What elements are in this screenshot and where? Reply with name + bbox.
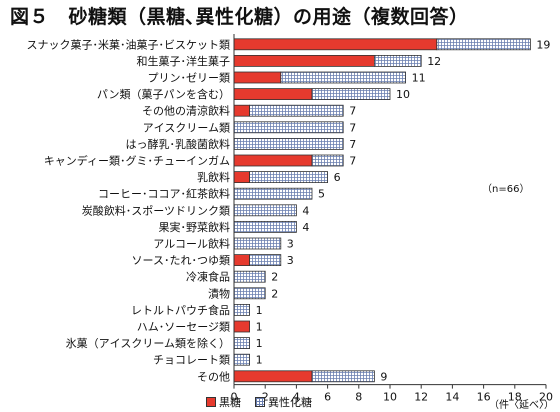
total-value-label: 7	[349, 155, 356, 168]
bar-isomerized-sugar	[233, 187, 313, 200]
bar-black-sugar	[233, 88, 313, 100]
bar-isomerized-sugar	[249, 104, 344, 117]
bar-black-sugar	[233, 55, 375, 67]
category-label: レトルトパウチ食品	[131, 303, 230, 317]
legend-label-black-sugar: 黒糖	[219, 396, 241, 409]
bar-black-sugar	[233, 38, 438, 51]
bar-black-sugar	[233, 154, 313, 167]
legend-swatch-isomerized	[255, 397, 265, 407]
total-value-label: 3	[287, 238, 294, 251]
legend-item-black-sugar: 黒糖	[206, 394, 241, 410]
chart-title: 図５ 砂糖類（黒糖､異性化糖）の用途（複数回答）	[10, 6, 469, 28]
category-label: コーヒー･ココア･紅茶飲料	[98, 187, 230, 201]
category-label: 冷凍食品	[186, 270, 230, 284]
bar-isomerized-sugar	[233, 287, 266, 300]
bar-isomerized-sugar	[311, 370, 375, 383]
category-label: パン類（菓子パンを含む）	[97, 87, 230, 101]
total-value-label: 7	[349, 138, 356, 151]
bar-isomerized-sugar	[311, 154, 344, 167]
bar-isomerized-sugar	[233, 337, 250, 350]
bar-isomerized-sugar	[233, 353, 250, 366]
x-tick-label: 8	[355, 391, 362, 404]
bar-black-sugar	[233, 104, 250, 117]
total-value-label: 4	[302, 204, 309, 217]
legend: 黒糖 異性化糖	[206, 394, 312, 410]
legend-label-isomerized: 異性化糖	[268, 396, 312, 409]
category-label: 氷菓（アイスクリーム類を除く）	[66, 336, 230, 350]
bar-black-sugar	[233, 254, 250, 267]
total-value-label: 1	[256, 354, 263, 367]
total-value-label: 3	[287, 254, 294, 267]
bar-isomerized-sugar	[233, 270, 266, 283]
total-value-label: 10	[396, 88, 410, 101]
bar-isomerized-sugar	[280, 71, 406, 84]
x-tick-label: 0	[231, 391, 238, 404]
category-label: その他	[197, 370, 230, 383]
bar-isomerized-sugar	[233, 121, 344, 134]
category-label: その他の清涼飲料	[142, 104, 230, 118]
total-value-label: 9	[380, 370, 387, 383]
bar-isomerized-sugar	[233, 204, 297, 217]
total-value-label: 1	[256, 304, 263, 317]
total-value-label: 19	[536, 38, 550, 51]
total-value-label: 1	[256, 337, 263, 350]
x-tick-label: 4	[293, 391, 300, 404]
total-value-label: 2	[271, 287, 278, 300]
category-label: 乳飲料	[197, 170, 230, 184]
sample-size-note: （n=66）	[482, 184, 530, 195]
bar-isomerized-sugar	[249, 171, 329, 184]
category-label: 漬物	[208, 286, 230, 300]
x-tick-label: 16	[477, 391, 491, 404]
bar-isomerized-sugar	[233, 237, 282, 250]
legend-item-isomerized: 異性化糖	[255, 394, 312, 410]
x-tick-label: 18	[508, 391, 522, 404]
total-value-label: 1	[256, 321, 263, 334]
x-tick-label: 14	[445, 391, 459, 404]
category-label: スナック菓子･米菓･油菓子･ビスケット類	[27, 37, 231, 51]
x-tick-label: 2	[262, 391, 269, 404]
total-value-label: 5	[318, 188, 325, 201]
category-label: ハム･ソーセージ類	[137, 321, 230, 334]
category-label: 炭酸飲料･スポーツドリンク類	[82, 203, 230, 217]
total-value-label: 7	[349, 105, 356, 118]
category-label: アイスクリーム類	[143, 121, 230, 134]
total-value-label: 7	[349, 121, 356, 134]
total-value-label: 4	[302, 221, 309, 234]
category-label: 和生菓子･洋生菓子	[137, 54, 231, 68]
x-tick-label: 12	[414, 391, 428, 404]
category-label: 果実･野菜飲料	[159, 220, 231, 234]
category-label: アルコール飲料	[153, 237, 230, 251]
bar-isomerized-sugar	[311, 88, 391, 100]
total-value-label: 11	[412, 72, 426, 85]
total-value-label: 6	[334, 171, 341, 184]
bar-isomerized-sugar	[233, 303, 250, 316]
category-label: キャンディー類･グミ･チューインガム	[44, 154, 230, 168]
total-value-label: 2	[271, 271, 278, 284]
unit-label: （件〈延べ〉）	[489, 400, 554, 411]
bar-isomerized-sugar	[233, 137, 344, 150]
category-label: はっ酵乳･乳酸菌飲料	[126, 137, 231, 151]
total-value-label: 12	[427, 55, 441, 68]
bar-isomerized-sugar	[436, 38, 531, 51]
category-label: ソース･たれ･つゆ類	[132, 254, 230, 267]
bar-isomerized-sugar	[373, 55, 422, 67]
x-tick-label: 10	[383, 391, 397, 404]
legend-swatch-black-sugar	[206, 397, 216, 407]
category-label: プリン･ゼリー類	[148, 72, 231, 85]
bar-black-sugar	[233, 370, 313, 383]
x-tick-label: 20	[539, 391, 553, 404]
bar-black-sugar	[233, 171, 250, 184]
bar-isomerized-sugar	[249, 254, 282, 267]
bar-isomerized-sugar	[233, 220, 297, 233]
bar-black-sugar	[233, 71, 282, 84]
category-label: チョコレート類	[153, 354, 230, 367]
bar-black-sugar	[233, 320, 250, 333]
x-tick-label: 6	[324, 391, 331, 404]
